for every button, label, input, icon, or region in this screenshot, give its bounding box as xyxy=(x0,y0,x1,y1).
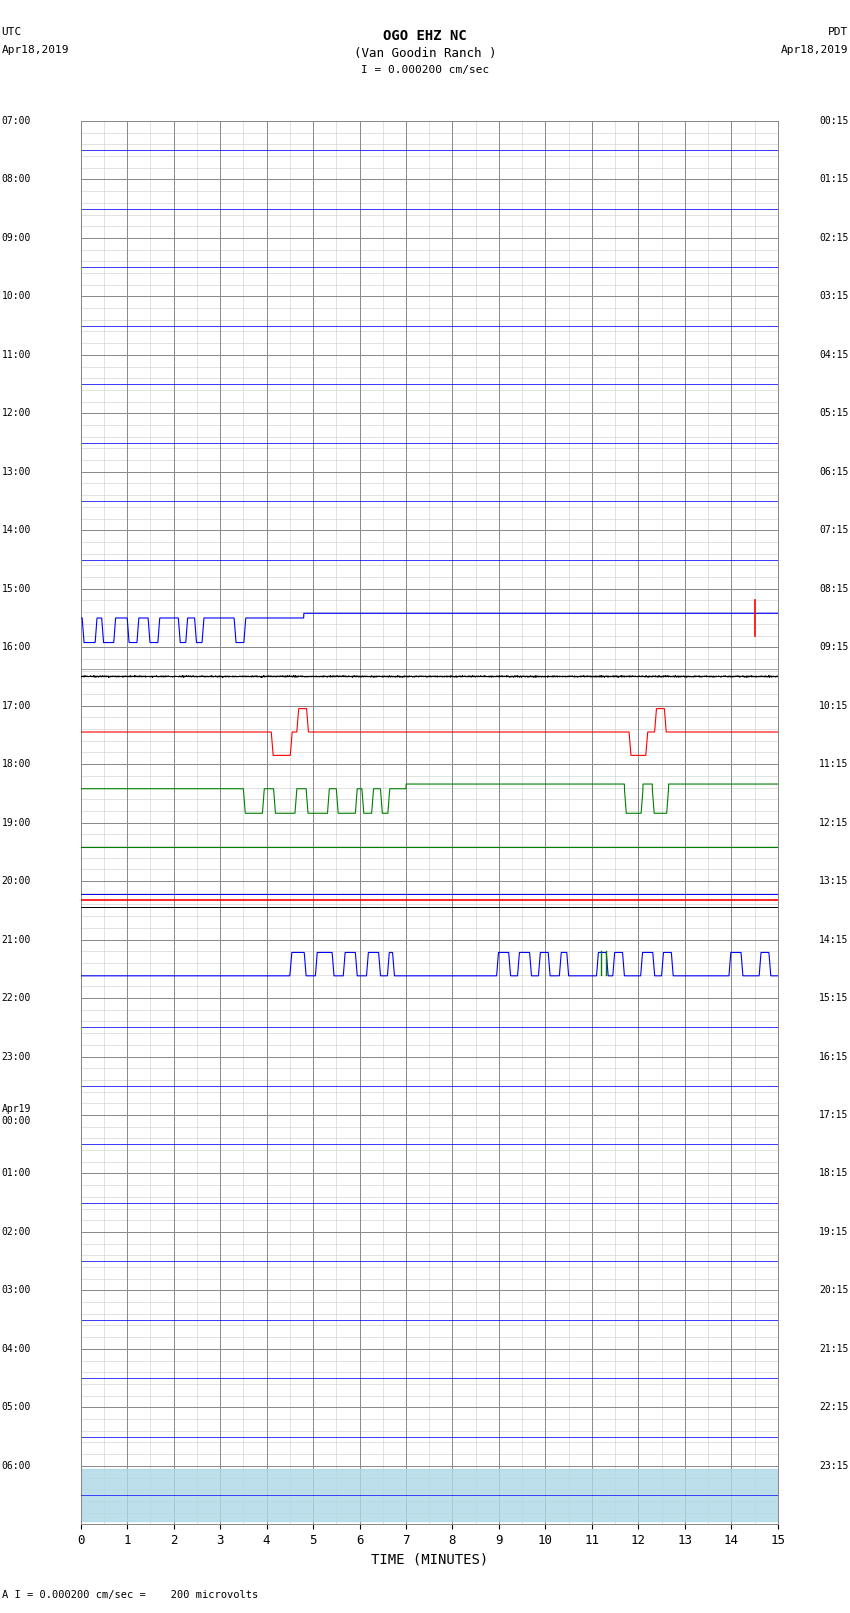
Text: 01:15: 01:15 xyxy=(819,174,848,184)
Text: 01:00: 01:00 xyxy=(2,1168,31,1179)
Text: 03:15: 03:15 xyxy=(819,292,848,302)
Text: 07:15: 07:15 xyxy=(819,526,848,536)
Text: A I = 0.000200 cm/sec =    200 microvolts: A I = 0.000200 cm/sec = 200 microvolts xyxy=(2,1590,258,1600)
Text: 19:00: 19:00 xyxy=(2,818,31,827)
Text: I = 0.000200 cm/sec: I = 0.000200 cm/sec xyxy=(361,65,489,74)
Text: 14:15: 14:15 xyxy=(819,934,848,945)
Text: 05:00: 05:00 xyxy=(2,1402,31,1413)
Text: 21:00: 21:00 xyxy=(2,934,31,945)
Text: 20:00: 20:00 xyxy=(2,876,31,886)
Text: 23:00: 23:00 xyxy=(2,1052,31,1061)
Text: 00:15: 00:15 xyxy=(819,116,848,126)
Text: 23:15: 23:15 xyxy=(819,1461,848,1471)
Text: 17:00: 17:00 xyxy=(2,700,31,711)
Text: (Van Goodin Ranch ): (Van Goodin Ranch ) xyxy=(354,47,496,60)
Text: Apr19
00:00: Apr19 00:00 xyxy=(2,1105,31,1126)
Text: 16:15: 16:15 xyxy=(819,1052,848,1061)
Text: 06:15: 06:15 xyxy=(819,466,848,477)
Text: 16:00: 16:00 xyxy=(2,642,31,652)
Text: 05:15: 05:15 xyxy=(819,408,848,418)
X-axis label: TIME (MINUTES): TIME (MINUTES) xyxy=(371,1553,488,1566)
Text: 12:15: 12:15 xyxy=(819,818,848,827)
Text: 03:00: 03:00 xyxy=(2,1286,31,1295)
Text: 13:00: 13:00 xyxy=(2,466,31,477)
Text: 10:00: 10:00 xyxy=(2,292,31,302)
Text: 11:00: 11:00 xyxy=(2,350,31,360)
Text: UTC: UTC xyxy=(2,27,22,37)
Text: 06:00: 06:00 xyxy=(2,1461,31,1471)
Text: 18:00: 18:00 xyxy=(2,760,31,769)
Text: 02:00: 02:00 xyxy=(2,1227,31,1237)
Text: Apr18,2019: Apr18,2019 xyxy=(781,45,848,55)
Text: 08:00: 08:00 xyxy=(2,174,31,184)
Text: 18:15: 18:15 xyxy=(819,1168,848,1179)
Text: 10:15: 10:15 xyxy=(819,700,848,711)
Text: 19:15: 19:15 xyxy=(819,1227,848,1237)
Text: 22:00: 22:00 xyxy=(2,994,31,1003)
Text: 22:15: 22:15 xyxy=(819,1402,848,1413)
Text: 04:15: 04:15 xyxy=(819,350,848,360)
Text: 02:15: 02:15 xyxy=(819,232,848,244)
Text: 09:00: 09:00 xyxy=(2,232,31,244)
Text: OGO EHZ NC: OGO EHZ NC xyxy=(383,29,467,44)
Text: 09:15: 09:15 xyxy=(819,642,848,652)
Text: 11:15: 11:15 xyxy=(819,760,848,769)
Text: 21:15: 21:15 xyxy=(819,1344,848,1353)
Text: 15:00: 15:00 xyxy=(2,584,31,594)
Text: 14:00: 14:00 xyxy=(2,526,31,536)
Text: 17:15: 17:15 xyxy=(819,1110,848,1119)
Text: 15:15: 15:15 xyxy=(819,994,848,1003)
Text: 13:15: 13:15 xyxy=(819,876,848,886)
Text: PDT: PDT xyxy=(828,27,848,37)
Text: Apr18,2019: Apr18,2019 xyxy=(2,45,69,55)
Text: 08:15: 08:15 xyxy=(819,584,848,594)
Text: 07:00: 07:00 xyxy=(2,116,31,126)
Text: 12:00: 12:00 xyxy=(2,408,31,418)
Text: 04:00: 04:00 xyxy=(2,1344,31,1353)
Text: 20:15: 20:15 xyxy=(819,1286,848,1295)
